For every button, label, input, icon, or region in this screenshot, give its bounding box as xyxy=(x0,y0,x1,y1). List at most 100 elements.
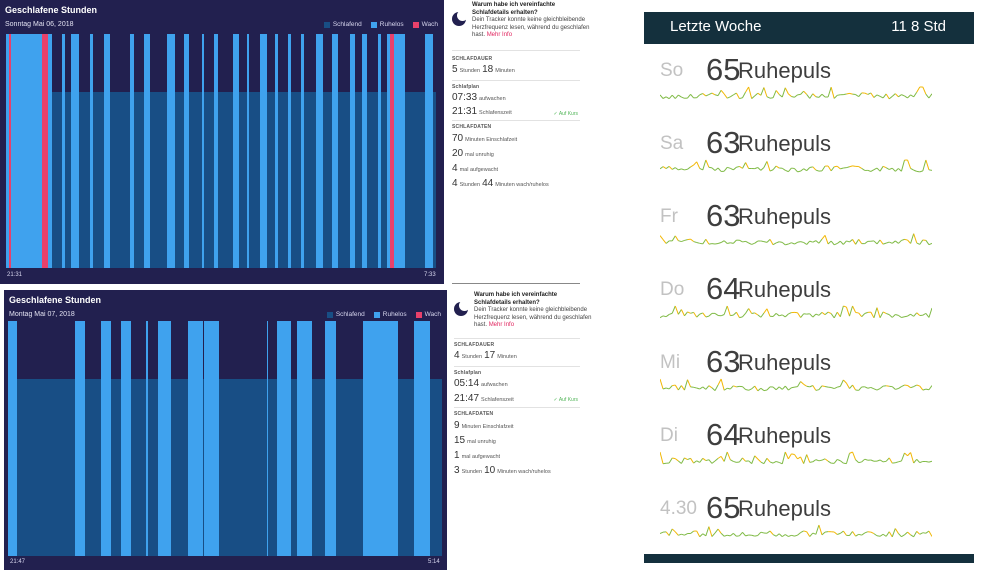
hr-line-segment xyxy=(901,384,905,387)
hr-line-segment xyxy=(754,385,759,392)
hr-line-segment xyxy=(800,313,805,318)
restless-bar xyxy=(130,34,135,268)
hr-line-segment xyxy=(919,460,924,464)
legend-restless-label: Ruhelos xyxy=(379,21,404,28)
hr-line-segment xyxy=(724,534,728,537)
hr-line-segment xyxy=(855,239,860,245)
restless-time-minutes: 10 xyxy=(484,465,496,476)
hr-line-segment xyxy=(684,457,688,460)
hr-value: 65 xyxy=(706,52,741,87)
hr-line-segment xyxy=(769,169,774,172)
hr-day-label: Do xyxy=(660,279,685,300)
hr-line-segment xyxy=(766,386,771,391)
hr-line-segment xyxy=(730,242,734,244)
hr-unit: Ruhepuls xyxy=(738,131,831,156)
hr-line-segment xyxy=(834,165,838,168)
hr-line-segment xyxy=(922,312,927,316)
hr-line-segment xyxy=(757,92,762,96)
onset-row: 70 Minuten Einschlafzeit xyxy=(452,133,517,144)
hr-line-segment xyxy=(699,533,704,538)
hr-day-row[interactable]: Fr 63 Ruhepuls xyxy=(644,190,974,262)
hr-line-segment xyxy=(705,159,710,168)
hr-line-segment xyxy=(797,312,802,318)
hr-line-segment xyxy=(672,457,676,460)
hr-line-segment xyxy=(818,459,823,462)
hr-line-segment xyxy=(665,314,670,318)
hr-line-segment xyxy=(898,314,902,318)
hr-line-segment xyxy=(879,311,884,318)
hr-line-segment xyxy=(708,92,713,96)
hr-line-segment xyxy=(842,240,847,245)
hr-line-segment xyxy=(916,242,920,245)
hr-line-segment xyxy=(809,166,813,168)
restless-bar xyxy=(202,34,205,268)
hr-line-segment xyxy=(772,534,777,537)
hr-line-segment xyxy=(870,169,875,172)
hr-line-segment xyxy=(910,233,915,244)
hr-line-segment xyxy=(751,312,755,315)
hr-line-segment xyxy=(839,305,844,317)
hr-day-row[interactable]: So 65 Ruhepuls xyxy=(644,44,974,116)
legend-awake-label: Wach xyxy=(421,21,438,28)
hr-line-segment xyxy=(830,166,835,172)
hr-line-segment xyxy=(705,526,710,537)
hr-line-segment xyxy=(678,168,682,171)
hr-line-segment xyxy=(723,240,728,244)
hr-line-segment xyxy=(919,239,924,245)
more-info-link[interactable]: Mehr Info xyxy=(486,32,513,38)
hr-line-segment xyxy=(812,240,817,243)
info-text: Warum habe ich vereinfachte Schlafdetail… xyxy=(474,292,594,330)
hr-unit: Ruhepuls xyxy=(738,496,831,521)
hr-line-segment xyxy=(778,94,783,98)
hr-line-segment xyxy=(812,313,817,318)
hr-day-row[interactable]: Mi 63 Ruhepuls xyxy=(644,336,974,408)
hr-line-segment xyxy=(674,305,679,315)
hr-day-row[interactable]: Do 64 Ruhepuls xyxy=(644,263,974,335)
hr-day-row[interactable]: Di 64 Ruhepuls xyxy=(644,409,974,481)
hr-line-segment xyxy=(723,305,728,315)
hr-line-segment xyxy=(836,165,841,170)
sleep-stage-plot[interactable] xyxy=(8,321,442,556)
hr-line-segment xyxy=(668,312,673,315)
duration-hours-unit: Stunden xyxy=(461,354,483,360)
hr-line-segment xyxy=(894,168,899,172)
hr-line-segment xyxy=(668,528,673,536)
hr-line-segment xyxy=(843,305,847,308)
restless-count: 15 xyxy=(454,435,466,446)
panel-date: Montag Mai 07, 2018 xyxy=(9,311,75,318)
hr-line-segment xyxy=(742,162,747,169)
hr-line-segment xyxy=(812,459,817,463)
restless-bar xyxy=(167,34,175,268)
hr-line-segment xyxy=(699,167,704,171)
hr-line-segment xyxy=(891,167,896,172)
hr-line-segment xyxy=(803,90,808,95)
sleep-stage-plot[interactable] xyxy=(6,34,436,268)
hr-day-row[interactable]: Sa 63 Ruhepuls xyxy=(644,117,974,189)
more-info-link[interactable]: Mehr Info xyxy=(488,322,515,328)
hr-line-segment xyxy=(898,168,902,172)
restless-bar xyxy=(413,321,431,556)
restless-bar xyxy=(203,321,219,556)
hr-line-segment xyxy=(674,384,679,391)
hr-line-segment xyxy=(849,531,853,536)
hr-line-segment xyxy=(794,241,798,245)
hr-line-segment xyxy=(812,93,817,98)
hr-value: 63 xyxy=(706,198,741,233)
legend-asleep: Schlafend xyxy=(326,311,365,318)
hr-line-segment xyxy=(900,160,905,172)
hr-line-segment xyxy=(760,387,765,391)
swatch-restless xyxy=(370,21,377,28)
hr-line-segment xyxy=(821,235,826,240)
hr-line-segment xyxy=(794,534,798,537)
hr-line-segment xyxy=(693,312,698,318)
hr-line-segment xyxy=(736,165,740,168)
hr-line-segment xyxy=(891,314,896,318)
hr-line-segment xyxy=(827,460,832,464)
restless-time-hours-unit: Stunden xyxy=(459,182,481,188)
start-time-label: 21:31 xyxy=(7,272,23,278)
hr-line-segment xyxy=(742,532,746,537)
hr-day-row[interactable]: 4.30 65 Ruhepuls xyxy=(644,482,974,554)
hr-line-segment xyxy=(772,242,777,246)
hr-line-segment xyxy=(791,534,795,537)
restless-count-label: mal unruhig xyxy=(467,439,496,445)
